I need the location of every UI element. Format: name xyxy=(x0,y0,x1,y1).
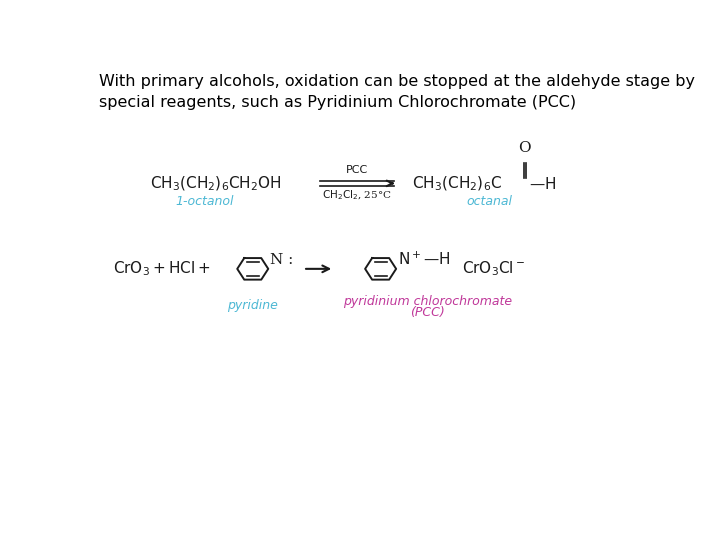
Text: O: O xyxy=(518,141,531,155)
Text: $\mathrm{CH_3(CH_2)_6C}$: $\mathrm{CH_3(CH_2)_6C}$ xyxy=(412,175,502,193)
Text: pyridine: pyridine xyxy=(228,299,278,312)
Text: With primary alcohols, oxidation can be stopped at the aldehyde stage by
special: With primary alcohols, oxidation can be … xyxy=(99,74,696,110)
Text: pyridinium chlorochromate: pyridinium chlorochromate xyxy=(343,295,512,308)
Text: N :: N : xyxy=(270,253,293,267)
Text: $\mathrm{N^+}$$\mathrm{—H}$: $\mathrm{N^+}$$\mathrm{—H}$ xyxy=(397,251,450,268)
Text: PCC: PCC xyxy=(346,165,368,175)
Text: $\mathrm{CH_2Cl_2}$, 25°C: $\mathrm{CH_2Cl_2}$, 25°C xyxy=(323,188,392,201)
Text: $\mathrm{CrO_3 + HCl +}$: $\mathrm{CrO_3 + HCl +}$ xyxy=(113,260,211,278)
Text: $\mathrm{CH_3(CH_2)_6CH_2OH}$: $\mathrm{CH_3(CH_2)_6CH_2OH}$ xyxy=(150,175,282,193)
Text: octanal: octanal xyxy=(466,194,512,207)
Text: $\mathrm{—H}$: $\mathrm{—H}$ xyxy=(529,176,557,192)
Text: $\mathrm{CrO_3Cl^-}$: $\mathrm{CrO_3Cl^-}$ xyxy=(462,260,525,278)
Text: 1-octanol: 1-octanol xyxy=(176,194,234,207)
Text: (PCC): (PCC) xyxy=(410,306,444,319)
